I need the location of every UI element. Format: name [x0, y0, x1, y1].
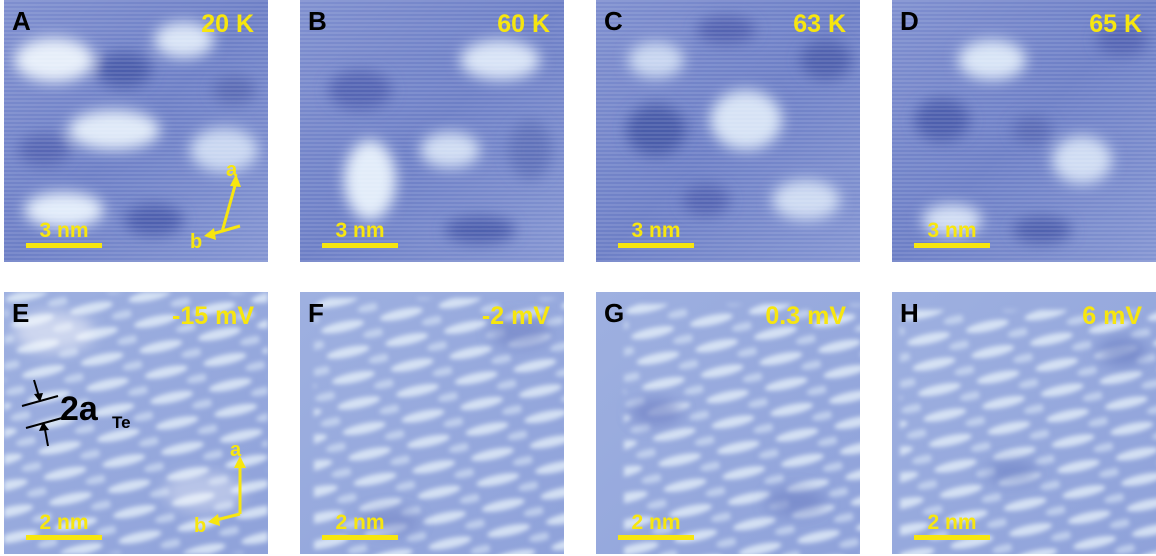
scale-bar-line — [26, 535, 102, 540]
stm-panel-g: G 0.3 mV 2 nm — [596, 292, 860, 554]
scale-bar: 3 nm — [618, 220, 694, 248]
stm-panel-e: E -15 mV 2a Te 2 nm a b — [4, 292, 268, 554]
scale-bar-label: 2 nm — [335, 511, 385, 534]
axis-b-label: b — [190, 231, 202, 250]
stm-image-b — [300, 0, 564, 262]
panel-letter: G — [604, 298, 625, 328]
panel-letter: F — [308, 298, 324, 328]
panel-letter: A — [12, 6, 31, 36]
scale-bar-line — [618, 243, 694, 248]
scale-bar: 3 nm — [26, 220, 102, 248]
scale-bar-label: 3 nm — [631, 219, 681, 242]
scale-bar: 2 nm — [322, 512, 398, 540]
scale-bar: 3 nm — [914, 220, 990, 248]
temperature-label: 60 K — [497, 10, 550, 38]
stm-panel-d: D 65 K 3 nm — [892, 0, 1156, 262]
stm-image-d — [892, 0, 1156, 262]
panel-letter: H — [900, 298, 919, 328]
stm-image-h — [892, 292, 1156, 554]
bias-voltage-label: 0.3 mV — [765, 302, 846, 330]
scale-bar-line — [618, 535, 694, 540]
scale-bar-label: 2 nm — [631, 511, 681, 534]
scale-bar-line — [26, 243, 102, 248]
stm-panel-c: C 63 K 3 nm — [596, 0, 860, 262]
stm-panel-f: F -2 mV 2 nm — [300, 292, 564, 554]
panel-letter: B — [308, 6, 327, 36]
period-label: 2a — [60, 390, 99, 428]
bias-voltage-label: -15 mV — [172, 302, 254, 330]
period-subscript: Te — [112, 413, 131, 432]
axis-a-label: a — [226, 160, 238, 181]
temperature-label: 20 K — [201, 10, 254, 38]
scale-bar-line — [914, 243, 990, 248]
scale-bar: 2 nm — [618, 512, 694, 540]
stm-image-a — [4, 0, 268, 262]
lattice-axes: a b — [194, 442, 246, 532]
scale-bar-line — [914, 535, 990, 540]
lattice-axes: a b — [190, 160, 241, 250]
period-marker: 2a Te — [21, 379, 131, 447]
scale-bar-label: 2 nm — [39, 511, 89, 534]
panel-letter: C — [604, 6, 623, 36]
scale-bar: 3 nm — [322, 220, 398, 248]
axis-b-label: b — [194, 515, 206, 532]
scale-bar: 2 nm — [914, 512, 990, 540]
scale-bar-label: 3 nm — [927, 219, 977, 242]
bias-voltage-label: -2 mV — [481, 302, 550, 330]
axis-a-label: a — [230, 442, 242, 461]
scale-bar-line — [322, 243, 398, 248]
stm-panel-a: A 20 K 3 nm a b — [4, 0, 268, 262]
stm-image-g — [596, 292, 860, 554]
scale-bar-label: 3 nm — [335, 219, 385, 242]
temperature-label: 63 K — [793, 10, 846, 38]
stm-panel-b: B 60 K 3 nm — [300, 0, 564, 262]
temperature-label: 65 K — [1089, 10, 1142, 38]
stm-panel-h: H 6 mV 2 nm — [892, 292, 1156, 554]
stm-image-e — [4, 292, 268, 554]
panel-letter: D — [900, 6, 919, 36]
bias-voltage-label: 6 mV — [1082, 302, 1142, 330]
stm-image-f — [300, 292, 564, 554]
scale-bar-label: 2 nm — [927, 511, 977, 534]
scale-bar: 2 nm — [26, 512, 102, 540]
panel-letter: E — [12, 298, 30, 328]
scale-bar-label: 3 nm — [39, 219, 89, 242]
stm-image-c — [596, 0, 860, 262]
scale-bar-line — [322, 535, 398, 540]
